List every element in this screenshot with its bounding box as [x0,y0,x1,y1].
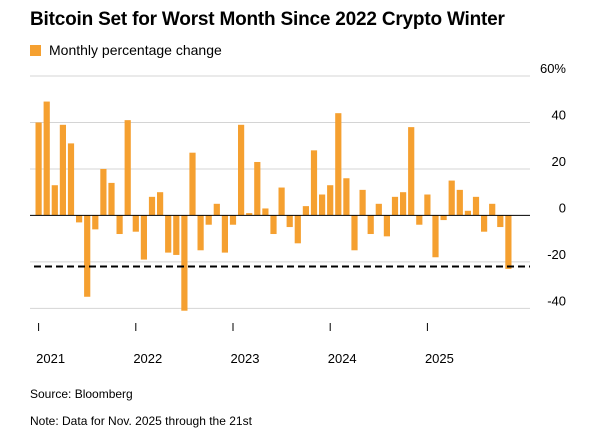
bar [343,178,350,216]
bar [408,127,415,216]
x-tick-label: 2025 [425,351,454,366]
legend: Monthly percentage change [30,42,222,58]
bar [140,215,147,260]
bar [432,215,439,258]
bar [472,196,480,216]
bar [359,189,366,216]
bar [205,215,212,225]
y-axis-labels: 60% 40 20 0 -20 -40 [540,61,566,308]
x-tick-label: 2023 [231,351,260,366]
bar [76,215,83,223]
bar [238,124,245,216]
legend-label: Monthly percentage change [49,42,222,58]
y-tick-label: -40 [547,293,566,308]
bar [351,215,358,251]
bar [440,215,447,221]
bar [424,194,431,216]
x-tick-label: 2024 [328,351,357,366]
bar [302,206,309,216]
bar [213,203,220,216]
bar [270,215,277,235]
bar [173,215,180,255]
bar [197,215,204,251]
bar [335,113,342,216]
bar [278,187,285,216]
bar [35,122,42,216]
bar [92,215,99,230]
bar [416,215,423,225]
bar [286,215,293,228]
bar [375,203,382,216]
bar [497,215,504,228]
x-tick-label: 2022 [133,351,162,366]
bar [67,143,75,216]
bar [383,215,390,237]
footnote: Note: Data for Nov. 2025 through the 21s… [30,414,252,428]
bar [319,194,326,216]
y-tick-label: 60% [540,61,566,76]
legend-swatch [30,44,41,56]
bar [148,196,156,216]
x-tick-label: 2021 [36,351,65,366]
chart-title: Bitcoin Set for Worst Month Since 2022 C… [30,9,505,30]
bar [246,213,253,216]
bar [229,215,237,225]
bar [59,124,66,216]
bar [400,192,407,216]
bar [489,203,496,216]
bar [294,215,301,244]
bar [505,215,512,269]
bar [181,215,188,311]
bar [254,161,261,216]
y-tick-label: 0 [559,200,566,215]
bar [481,215,488,232]
bar [221,215,228,253]
bar [132,215,139,232]
bar [157,192,164,216]
bar [448,180,455,216]
bar [189,152,196,216]
bar [51,185,58,216]
bar [391,196,399,216]
bars [35,101,512,311]
x-axis-labels: 2021 2022 2023 2024 2025 [36,323,454,366]
bar [43,101,50,216]
bar [327,185,334,216]
bar [84,215,91,297]
bar [262,208,269,216]
bar [124,120,131,216]
source-note: Source: Bloomberg [30,387,133,401]
bar [456,189,463,216]
bar [165,215,172,253]
bar [367,215,374,235]
bar [108,182,115,216]
y-tick-label: 40 [552,107,566,122]
bar [100,168,107,216]
bar [464,210,471,216]
y-tick-label: -20 [547,247,566,262]
bar [116,215,123,235]
y-tick-label: 20 [552,154,566,169]
gridlines [30,75,530,309]
bar-chart: 60% 40 20 0 -20 -40 2021 2022 2023 2024 2025 [30,61,566,366]
bar [310,150,318,216]
